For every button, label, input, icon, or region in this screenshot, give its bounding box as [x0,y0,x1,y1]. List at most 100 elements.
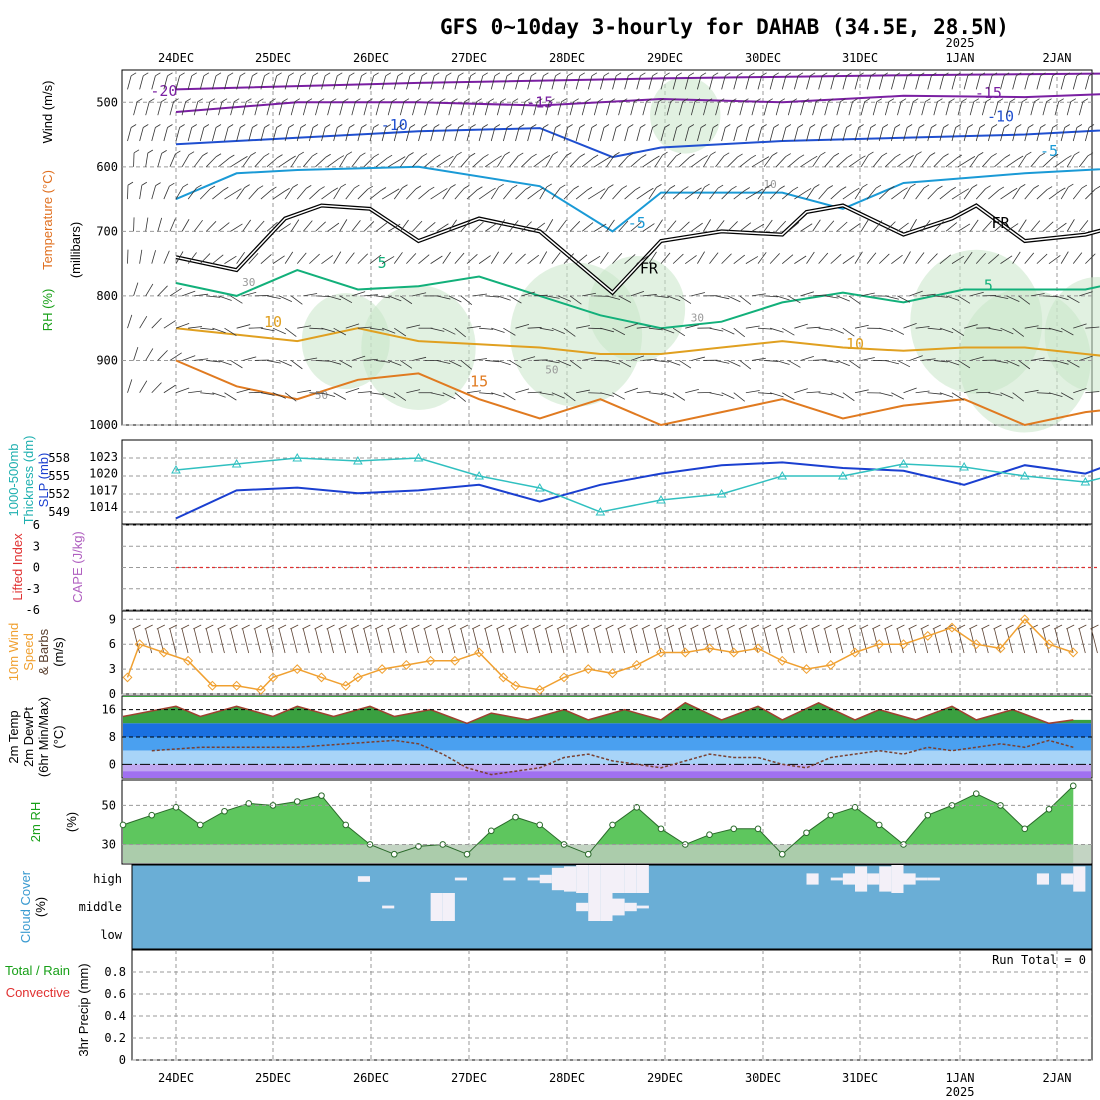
wind-barb [327,222,340,232]
wind-barb [157,350,168,361]
wind-barb [963,127,969,142]
date-label-bottom: 29DEC [647,1071,683,1085]
wind-barb [666,295,681,302]
wind-barb [357,75,362,90]
wind-barb-feather [470,124,476,128]
wind-barb [460,155,471,168]
wind-barb-feather [168,624,178,630]
wind-barb [939,392,954,398]
cloud-level-label: low [100,928,122,942]
wind-barb [333,327,347,336]
wind-barb [927,253,938,264]
wind-barb-feather [300,124,307,128]
wind-barb [897,101,902,116]
wind-barb [648,127,653,142]
wind-barb [945,360,960,366]
cloud-cell [1061,873,1074,885]
wind-barb-feather [634,186,641,191]
wind-barb-feather [484,624,493,630]
wind-barb [951,255,965,264]
wind-barb [254,101,259,116]
wind-barb [745,325,760,329]
wind-barb-feather [518,152,524,157]
wind-barb [212,254,224,264]
wind-barb-feather [442,188,448,192]
wind-barb [315,156,326,168]
wind-barb-feather [1046,186,1053,190]
wind-barb [581,628,589,654]
wind-barb [479,327,494,330]
wind-barb [921,358,936,361]
date-label-top: 29DEC [647,51,683,65]
wind-barb [163,320,176,329]
wind-barb-feather [862,183,868,188]
wind-barb [939,327,954,334]
wind-speed-marker [377,664,388,675]
rh-marker [851,804,859,811]
rh-marker [972,790,980,797]
wind-barb-feather [1078,624,1087,630]
wind-barb [181,290,196,297]
wind-barb [369,127,375,142]
wind-barb [521,101,526,116]
contour-label: 10 [264,313,282,331]
wind-barb-feather [1009,98,1016,103]
wind-barb [739,157,752,168]
wind-barb-feather [875,184,882,189]
wind-barb-feather [532,624,541,630]
wind-barb-feather [209,185,216,190]
wind-barb-feather [402,184,408,189]
wind-barb-feather [355,98,361,103]
wind-barb-feather [920,624,929,630]
wind-barb [388,295,402,302]
wind-barb [521,628,528,654]
wind-barb [812,359,827,361]
wind-speed-marker [995,643,1006,654]
wind-barb-feather [463,185,470,189]
wind-barb-feather [852,98,858,103]
y-axis-label: & Barbs [36,628,51,675]
wind-barb [672,127,678,142]
wind-barb [599,75,605,90]
wind-barb [169,628,177,654]
y-tick-label: 500 [96,95,118,109]
wind-barb [1024,188,1035,200]
wind-barb [1054,101,1060,116]
wind-barb [1018,628,1026,654]
temperature-contour [175,93,1100,113]
wind-barb [169,287,182,297]
wind-barb [575,189,588,200]
wind-barb [982,156,992,168]
wind-barb [430,255,443,264]
wind-barb [866,127,872,142]
wind-barb [563,253,575,264]
y-axis-label: Speed [21,633,36,671]
wind-barb [939,75,944,90]
wind-barb [630,628,638,654]
wind-barb-feather [949,98,955,103]
y-axis-unit: (millibars) [68,222,83,278]
wind-barb-feather [737,72,743,77]
wind-barb-feather [702,624,711,630]
rh-marker [293,798,301,805]
wind-speed-marker [801,664,812,675]
wind-barb-feather [193,624,202,630]
wind-barb-feather [827,185,834,189]
wind-barb [654,101,659,116]
wind-barb-feather [421,124,428,128]
wind-barb [794,323,808,329]
wind-barb-feather [494,124,501,128]
wind-barb-feather [415,98,422,103]
wind-speed-marker [449,655,460,666]
wind-barb [163,75,168,90]
wind-barb-feather [762,624,772,630]
wind-barb [333,75,338,90]
wind-barb [1054,295,1069,301]
rh-marker [875,821,883,829]
wind-barb [302,628,310,654]
wind-barb [903,251,911,264]
wind-barb [393,75,399,90]
wind-barb [775,628,783,654]
wind-barb-feather [197,98,204,103]
